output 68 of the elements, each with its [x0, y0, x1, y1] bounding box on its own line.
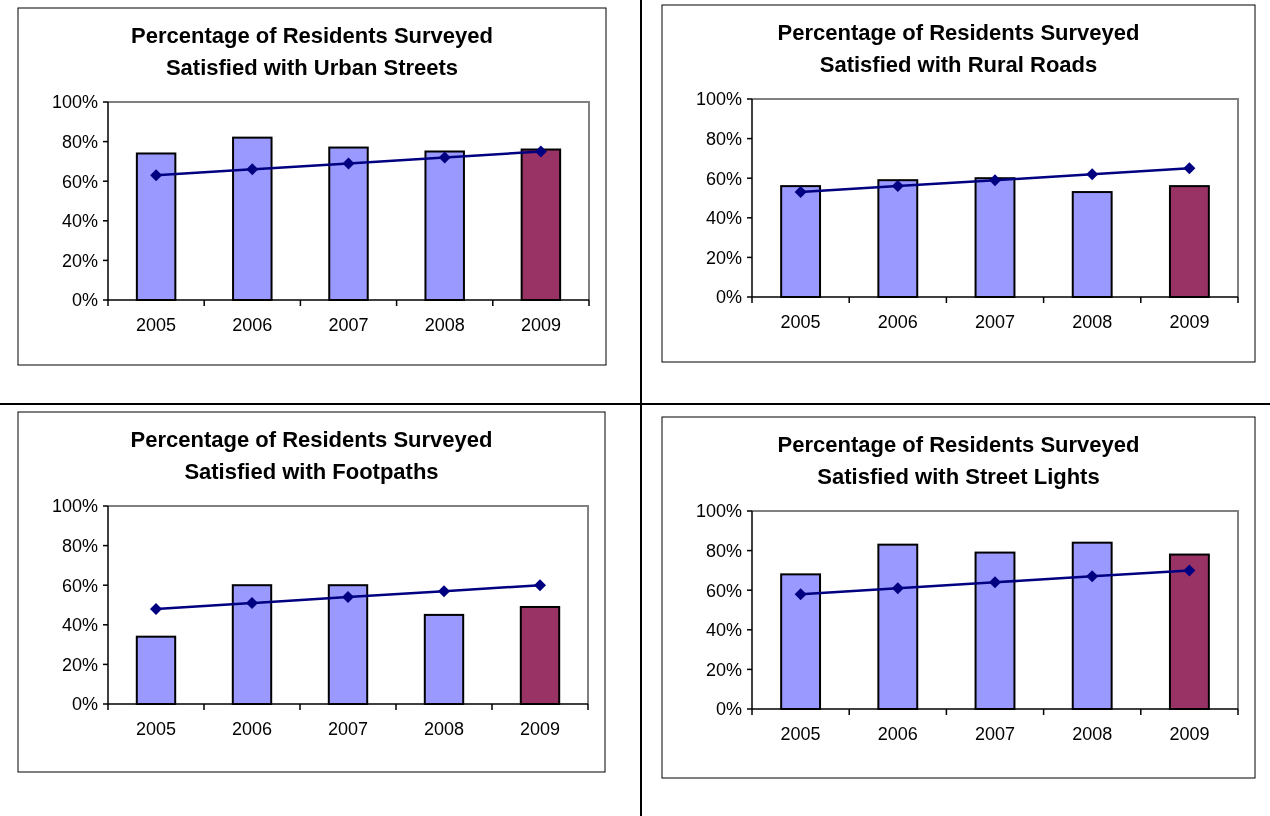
- y-tick-label: 40%: [61, 211, 98, 232]
- y-tick-label: 80%: [705, 540, 742, 561]
- point: [246, 597, 258, 610]
- y-tick-label: 20%: [705, 659, 742, 680]
- y-tick-label: 40%: [705, 208, 742, 229]
- y-tick-label: 100%: [695, 89, 742, 110]
- point: [246, 163, 259, 176]
- x-tick-label: 2007: [328, 315, 369, 335]
- y-tick-label: 100%: [51, 496, 98, 517]
- point: [794, 186, 807, 199]
- x-tick-label: 2005: [780, 724, 821, 744]
- x-tick-label: 2006: [231, 719, 273, 739]
- y-tick-label: 40%: [705, 620, 742, 641]
- y-tick-label: 40%: [61, 615, 98, 636]
- point: [534, 145, 547, 158]
- y-tick-label: 60%: [705, 168, 742, 189]
- x-tick-label: 2005: [135, 719, 177, 739]
- point: [342, 591, 354, 604]
- x-tick-label: 2009: [1169, 312, 1210, 332]
- x-tick-label: 2005: [780, 312, 821, 332]
- y-tick-label: 100%: [695, 501, 742, 522]
- chart-title: Percentage of Residents Surveyed Satisfied with Footpaths: [130, 427, 493, 484]
- point: [150, 602, 162, 615]
- y-tick-label: 80%: [61, 131, 98, 152]
- x-tick-label: 2006: [877, 312, 918, 332]
- chart-title: Percentage of Residents Surveyed Satisfied with Rural Roads: [777, 20, 1140, 77]
- point: [150, 169, 163, 182]
- point: [438, 585, 450, 598]
- y-tick-label: 0%: [71, 694, 98, 715]
- x-tick-label: 2008: [1072, 312, 1113, 332]
- y-tick-label: 80%: [705, 128, 742, 149]
- point: [1086, 168, 1099, 181]
- x-tick-label: 2007: [974, 312, 1016, 332]
- x-tick-label: 2007: [327, 719, 369, 739]
- y-tick-label: 20%: [61, 250, 98, 271]
- chart-title: Percentage of Residents Surveyed Satisfied with Street Lights: [777, 432, 1140, 489]
- point: [891, 180, 904, 193]
- point: [1086, 570, 1099, 583]
- y-tick-label: 20%: [705, 247, 742, 268]
- x-tick-label: 2009: [520, 315, 561, 335]
- x-tick-label: 2006: [232, 315, 273, 335]
- point: [1183, 564, 1196, 577]
- point: [534, 579, 546, 592]
- point: [342, 157, 355, 170]
- x-tick-label: 2009: [1169, 724, 1210, 744]
- chart-title: Percentage of Residents Surveyed Satisfied with Urban Streets: [131, 23, 493, 80]
- point: [989, 174, 1001, 187]
- point: [794, 588, 807, 601]
- x-tick-label: 2008: [1072, 724, 1113, 744]
- y-tick-label: 20%: [61, 654, 98, 675]
- y-tick-label: 60%: [61, 171, 98, 192]
- x-tick-label: 2008: [423, 719, 465, 739]
- y-tick-label: 0%: [715, 699, 742, 720]
- point: [1183, 162, 1196, 175]
- x-tick-label: 2006: [877, 724, 918, 744]
- y-tick-label: 60%: [61, 575, 98, 596]
- y-tick-label: 100%: [51, 92, 98, 113]
- point: [438, 151, 451, 164]
- y-tick-label: 80%: [61, 535, 98, 556]
- y-tick-label: 0%: [715, 287, 742, 308]
- y-tick-label: 60%: [705, 580, 742, 601]
- y-tick-label: 0%: [71, 290, 98, 311]
- x-tick-label: 2007: [974, 724, 1016, 744]
- x-tick-label: 2009: [519, 719, 561, 739]
- point: [891, 582, 904, 595]
- point: [989, 576, 1001, 589]
- x-tick-label: 2008: [424, 315, 465, 335]
- x-tick-label: 2005: [136, 315, 177, 335]
